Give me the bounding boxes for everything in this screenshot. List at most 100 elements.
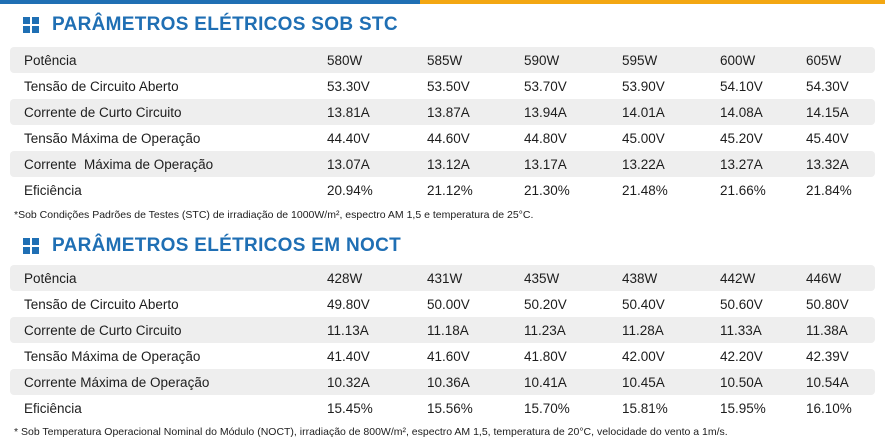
row-value: 54.10V bbox=[720, 78, 763, 94]
row-value: 42.39V bbox=[806, 348, 849, 364]
row-value: 595W bbox=[622, 47, 720, 73]
row-value: 435W bbox=[524, 265, 622, 291]
row-value: 45.20V bbox=[720, 130, 763, 146]
row-value: 20.94% bbox=[327, 182, 373, 198]
row-value: 600W bbox=[720, 47, 806, 73]
row-value: 13.94A bbox=[524, 99, 622, 125]
row-value: 10.54A bbox=[806, 369, 875, 395]
row-value: 49.80V bbox=[327, 296, 370, 312]
row-label: Tensão de Circuito Aberto bbox=[24, 296, 179, 312]
row-value: 13.17A bbox=[524, 151, 622, 177]
row-value: 53.50V bbox=[427, 78, 470, 94]
row-value: 53.90V bbox=[622, 78, 665, 94]
row-value: 50.80V bbox=[806, 296, 849, 312]
row-value: 13.32A bbox=[806, 151, 875, 177]
table-row: Corrente de Curto Circuito 13.81A 13.87A… bbox=[10, 99, 875, 125]
row-value: 41.60V bbox=[427, 348, 470, 364]
row-value: 42.00V bbox=[622, 348, 665, 364]
row-label: Potência bbox=[10, 47, 327, 73]
row-value: 21.84% bbox=[806, 182, 852, 198]
row-label: Tensão de Circuito Aberto bbox=[24, 78, 179, 94]
row-value: 44.80V bbox=[524, 130, 567, 146]
noct-section-title: PARÂMETROS ELÉTRICOS EM NOCT bbox=[22, 233, 401, 259]
row-value: 15.95% bbox=[720, 400, 766, 416]
row-value: 15.81% bbox=[622, 400, 668, 416]
row-value: 428W bbox=[327, 265, 427, 291]
row-label: Potência bbox=[10, 265, 327, 291]
row-value: 11.38A bbox=[806, 317, 875, 343]
table-row: Corrente Máxima de Operação 13.07A 13.12… bbox=[10, 151, 875, 177]
row-value: 605W bbox=[806, 47, 875, 73]
stc-parameters-table: Potência 580W 585W 590W 595W 600W 605W T… bbox=[10, 47, 875, 203]
row-value: 44.40V bbox=[327, 130, 370, 146]
row-value: 41.80V bbox=[524, 348, 567, 364]
table-row: Tensão Máxima de Operação 44.40V 44.60V … bbox=[10, 125, 875, 151]
row-value: 15.45% bbox=[327, 400, 373, 416]
row-value: 11.13A bbox=[327, 317, 427, 343]
row-value: 13.87A bbox=[427, 99, 524, 125]
row-value: 45.00V bbox=[622, 130, 665, 146]
row-value: 41.40V bbox=[327, 348, 370, 364]
table-row: Corrente de Curto Circuito 11.13A 11.18A… bbox=[10, 317, 875, 343]
row-label: Tensão Máxima de Operação bbox=[24, 348, 201, 364]
row-value: 10.50A bbox=[720, 369, 806, 395]
row-value: 10.41A bbox=[524, 369, 622, 395]
row-value: 45.40V bbox=[806, 130, 849, 146]
row-value: 11.33A bbox=[720, 317, 806, 343]
row-value: 585W bbox=[427, 47, 524, 73]
table-row: Potência 580W 585W 590W 595W 600W 605W bbox=[10, 47, 875, 73]
row-value: 590W bbox=[524, 47, 622, 73]
row-value: 21.66% bbox=[720, 182, 766, 198]
row-value: 15.70% bbox=[524, 400, 570, 416]
stc-footnote: *Sob Condições Padrões de Testes (STC) d… bbox=[14, 209, 534, 221]
stc-section-title: PARÂMETROS ELÉTRICOS SOB STC bbox=[22, 12, 398, 38]
noct-parameters-table: Potência 428W 431W 435W 438W 442W 446W T… bbox=[10, 265, 875, 421]
row-value: 21.48% bbox=[622, 182, 668, 198]
grid-squares-icon bbox=[23, 17, 39, 33]
row-value: 21.12% bbox=[427, 182, 473, 198]
table-row: Tensão de Circuito Aberto 49.80V 50.00V … bbox=[10, 291, 875, 317]
row-value: 13.12A bbox=[427, 151, 524, 177]
row-value: 13.22A bbox=[622, 151, 720, 177]
row-value: 10.45A bbox=[622, 369, 720, 395]
row-label: Corrente Máxima de Operação bbox=[10, 151, 327, 177]
row-value: 10.36A bbox=[427, 369, 524, 395]
noct-footnote: * Sob Temperatura Operacional Nominal do… bbox=[14, 426, 728, 438]
row-value: 13.07A bbox=[327, 151, 427, 177]
row-value: 11.23A bbox=[524, 317, 622, 343]
row-value: 446W bbox=[806, 265, 875, 291]
row-value: 14.01A bbox=[622, 99, 720, 125]
row-value: 53.30V bbox=[327, 78, 370, 94]
row-value: 13.81A bbox=[327, 99, 427, 125]
row-value: 16.10% bbox=[806, 400, 852, 416]
row-label: Eficiência bbox=[24, 182, 82, 198]
row-value: 50.40V bbox=[622, 296, 665, 312]
row-value: 580W bbox=[327, 47, 427, 73]
table-row: Eficiência 20.94% 21.12% 21.30% 21.48% 2… bbox=[10, 177, 875, 203]
row-label: Corrente Máxima de Operação bbox=[10, 369, 327, 395]
row-value: 42.20V bbox=[720, 348, 763, 364]
row-label: Eficiência bbox=[24, 400, 82, 416]
top-bar-blue bbox=[0, 0, 420, 4]
stc-title-text: PARÂMETROS ELÉTRICOS SOB STC bbox=[52, 14, 398, 35]
row-value: 54.30V bbox=[806, 78, 849, 94]
row-value: 11.18A bbox=[427, 317, 524, 343]
row-value: 11.28A bbox=[622, 317, 720, 343]
row-label: Tensão Máxima de Operação bbox=[24, 130, 201, 146]
row-value: 50.20V bbox=[524, 296, 567, 312]
row-value: 13.27A bbox=[720, 151, 806, 177]
row-value: 14.15A bbox=[806, 99, 875, 125]
row-value: 442W bbox=[720, 265, 806, 291]
table-row: Tensão de Circuito Aberto 53.30V 53.50V … bbox=[10, 73, 875, 99]
table-row: Eficiência 15.45% 15.56% 15.70% 15.81% 1… bbox=[10, 395, 875, 421]
table-row: Corrente Máxima de Operação 10.32A 10.36… bbox=[10, 369, 875, 395]
row-value: 50.60V bbox=[720, 296, 763, 312]
row-value: 431W bbox=[427, 265, 524, 291]
noct-title-text: PARÂMETROS ELÉTRICOS EM NOCT bbox=[52, 235, 401, 256]
row-label: Corrente de Curto Circuito bbox=[10, 99, 327, 125]
row-label: Corrente de Curto Circuito bbox=[10, 317, 327, 343]
table-row: Tensão Máxima de Operação 41.40V 41.60V … bbox=[10, 343, 875, 369]
row-value: 10.32A bbox=[327, 369, 427, 395]
top-accent-bar bbox=[0, 0, 885, 4]
row-value: 53.70V bbox=[524, 78, 567, 94]
